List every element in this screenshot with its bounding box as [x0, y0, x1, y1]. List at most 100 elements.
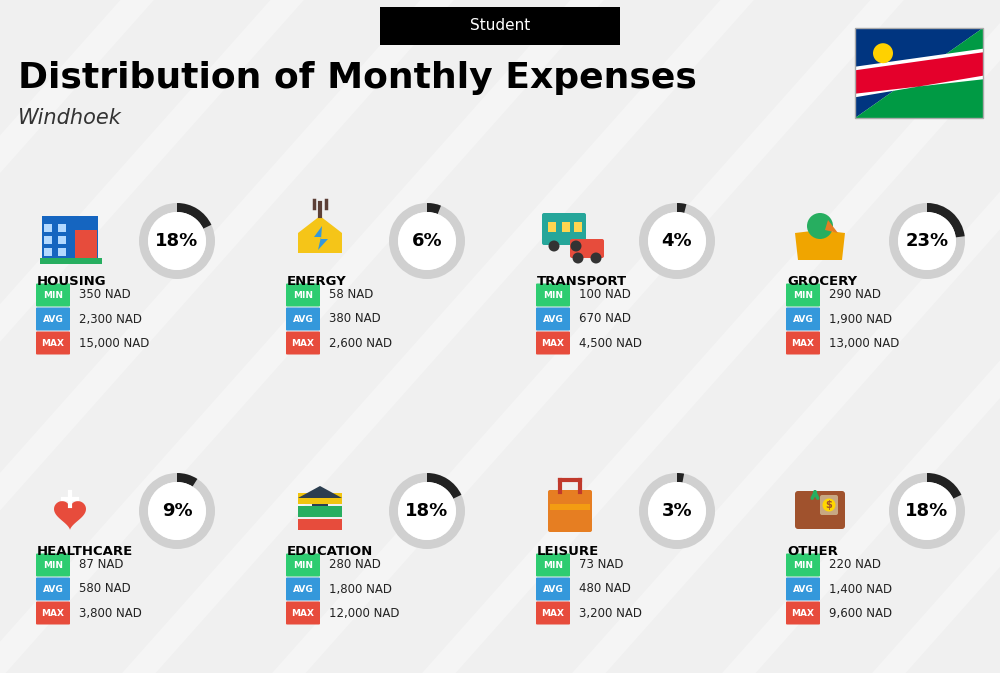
FancyBboxPatch shape	[286, 602, 320, 625]
FancyBboxPatch shape	[36, 577, 70, 600]
Text: HOUSING: HOUSING	[37, 275, 107, 288]
Text: MAX: MAX	[292, 339, 314, 347]
Text: MAX: MAX	[791, 608, 814, 618]
Text: 18%: 18%	[405, 502, 449, 520]
Polygon shape	[855, 28, 983, 118]
Text: 6%: 6%	[412, 232, 442, 250]
Text: EDUCATION: EDUCATION	[287, 545, 373, 558]
Text: $: $	[826, 500, 832, 510]
Text: MAX: MAX	[791, 339, 814, 347]
Text: 350 NAD: 350 NAD	[79, 289, 131, 302]
FancyBboxPatch shape	[536, 602, 570, 625]
Wedge shape	[177, 203, 211, 229]
FancyBboxPatch shape	[570, 239, 604, 258]
Text: 3,200 NAD: 3,200 NAD	[579, 606, 642, 620]
FancyBboxPatch shape	[44, 248, 52, 256]
Circle shape	[648, 212, 706, 270]
FancyBboxPatch shape	[75, 230, 97, 260]
Circle shape	[570, 240, 582, 252]
Text: 18%: 18%	[905, 502, 949, 520]
Wedge shape	[889, 203, 965, 279]
Text: MIN: MIN	[43, 291, 63, 299]
Text: AVG: AVG	[293, 584, 313, 594]
Text: 9,600 NAD: 9,600 NAD	[829, 606, 892, 620]
Text: LEISURE: LEISURE	[537, 545, 599, 558]
Text: AVG: AVG	[293, 314, 313, 324]
FancyBboxPatch shape	[312, 496, 328, 506]
Circle shape	[807, 213, 833, 239]
FancyBboxPatch shape	[562, 222, 570, 232]
Circle shape	[898, 212, 956, 270]
FancyBboxPatch shape	[574, 222, 582, 232]
FancyBboxPatch shape	[36, 602, 70, 625]
FancyBboxPatch shape	[786, 308, 820, 330]
Text: 290 NAD: 290 NAD	[829, 289, 881, 302]
Text: 13,000 NAD: 13,000 NAD	[829, 336, 899, 349]
Polygon shape	[298, 216, 342, 253]
Text: 4,500 NAD: 4,500 NAD	[579, 336, 642, 349]
FancyBboxPatch shape	[286, 553, 320, 577]
FancyBboxPatch shape	[786, 283, 820, 306]
Polygon shape	[825, 220, 838, 233]
FancyBboxPatch shape	[786, 553, 820, 577]
Wedge shape	[677, 473, 684, 483]
Text: 87 NAD: 87 NAD	[79, 559, 124, 571]
FancyBboxPatch shape	[542, 213, 586, 245]
FancyBboxPatch shape	[536, 308, 570, 330]
FancyBboxPatch shape	[44, 236, 52, 244]
Text: 280 NAD: 280 NAD	[329, 559, 381, 571]
FancyBboxPatch shape	[786, 332, 820, 355]
Text: MAX: MAX	[292, 608, 314, 618]
FancyBboxPatch shape	[58, 248, 66, 256]
FancyBboxPatch shape	[548, 490, 592, 532]
Wedge shape	[389, 473, 465, 549]
Circle shape	[398, 212, 456, 270]
Text: 1,400 NAD: 1,400 NAD	[829, 583, 892, 596]
Wedge shape	[427, 473, 461, 499]
Text: 580 NAD: 580 NAD	[79, 583, 131, 596]
FancyBboxPatch shape	[36, 308, 70, 330]
Text: TRANSPORT: TRANSPORT	[537, 275, 627, 288]
Polygon shape	[298, 486, 342, 498]
Text: 15,000 NAD: 15,000 NAD	[79, 336, 149, 349]
FancyBboxPatch shape	[536, 332, 570, 355]
Text: 220 NAD: 220 NAD	[829, 559, 881, 571]
Polygon shape	[314, 226, 328, 250]
Text: 670 NAD: 670 NAD	[579, 312, 631, 326]
Text: MAX: MAX	[542, 339, 564, 347]
Wedge shape	[639, 203, 715, 279]
Text: Student: Student	[470, 18, 530, 34]
Text: MIN: MIN	[293, 561, 313, 569]
Text: Distribution of Monthly Expenses: Distribution of Monthly Expenses	[18, 61, 697, 95]
Wedge shape	[389, 203, 465, 279]
Text: MIN: MIN	[293, 291, 313, 299]
Text: MIN: MIN	[543, 291, 563, 299]
Polygon shape	[855, 50, 983, 96]
Text: HEALTHCARE: HEALTHCARE	[37, 545, 133, 558]
Text: 3,800 NAD: 3,800 NAD	[79, 606, 142, 620]
Text: MIN: MIN	[43, 561, 63, 569]
Wedge shape	[139, 203, 215, 279]
Wedge shape	[639, 473, 715, 549]
Polygon shape	[54, 501, 86, 530]
Text: 2,300 NAD: 2,300 NAD	[79, 312, 142, 326]
Text: AVG: AVG	[543, 584, 563, 594]
Text: OTHER: OTHER	[787, 545, 838, 558]
Circle shape	[148, 212, 206, 270]
Wedge shape	[927, 203, 965, 238]
Text: 480 NAD: 480 NAD	[579, 583, 631, 596]
Text: 12,000 NAD: 12,000 NAD	[329, 606, 400, 620]
FancyBboxPatch shape	[786, 577, 820, 600]
Text: ENERGY: ENERGY	[287, 275, 347, 288]
Text: AVG: AVG	[43, 314, 63, 324]
Text: 9%: 9%	[162, 502, 192, 520]
Text: MIN: MIN	[543, 561, 563, 569]
Text: 73 NAD: 73 NAD	[579, 559, 624, 571]
Wedge shape	[177, 473, 197, 487]
Polygon shape	[855, 75, 983, 98]
Text: AVG: AVG	[543, 314, 563, 324]
FancyBboxPatch shape	[380, 7, 620, 45]
Text: 100 NAD: 100 NAD	[579, 289, 631, 302]
Text: 1,800 NAD: 1,800 NAD	[329, 583, 392, 596]
Wedge shape	[927, 473, 961, 499]
